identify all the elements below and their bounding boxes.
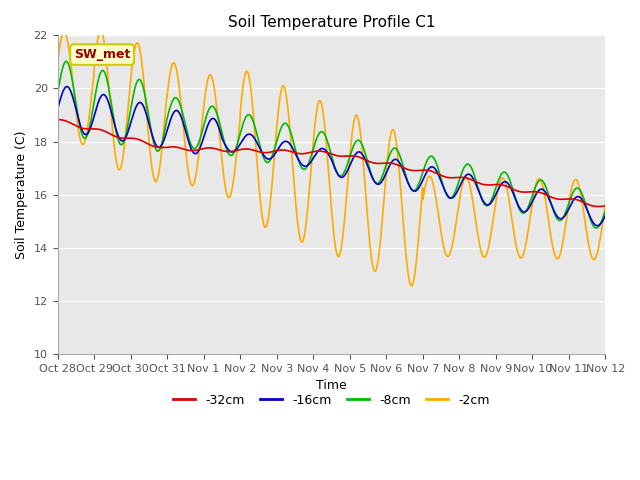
Title: Soil Temperature Profile C1: Soil Temperature Profile C1 [228, 15, 435, 30]
X-axis label: Time: Time [316, 379, 347, 393]
Text: SW_met: SW_met [74, 48, 131, 61]
Y-axis label: Soil Temperature (C): Soil Temperature (C) [15, 131, 28, 259]
Legend: -32cm, -16cm, -8cm, -2cm: -32cm, -16cm, -8cm, -2cm [168, 389, 495, 412]
